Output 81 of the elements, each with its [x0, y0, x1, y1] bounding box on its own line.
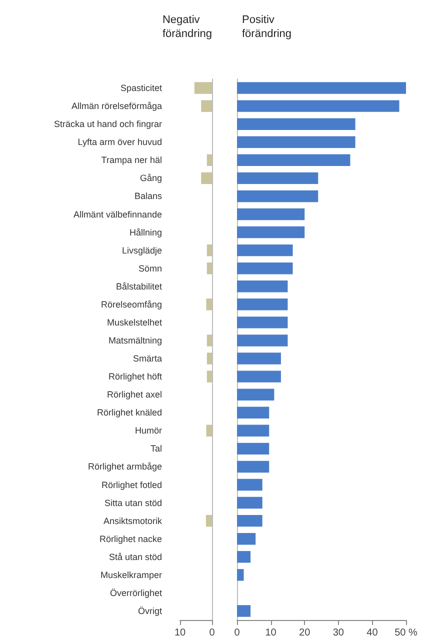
bar [237, 280, 288, 292]
y-tick-label: Smärta [132, 354, 162, 364]
bar [237, 190, 318, 202]
bar [237, 118, 356, 130]
bar [237, 424, 270, 437]
bar [206, 514, 212, 527]
bar [237, 154, 350, 166]
bar [194, 82, 212, 94]
bar [237, 352, 281, 364]
y-tick-label: Allmänt välbefinnande [73, 209, 162, 220]
bar [237, 388, 274, 400]
y-tick-label: Rörlighet armbåge [88, 462, 162, 472]
y-tick-label: Humör [134, 426, 162, 436]
bar [201, 172, 212, 184]
bar [237, 551, 251, 563]
bar [237, 370, 281, 382]
bar [237, 514, 262, 527]
bar [206, 424, 212, 437]
bar [206, 298, 212, 310]
x-tick-label: 10 [265, 628, 277, 638]
y-tick-label: Muskelkramper [100, 570, 162, 580]
bar [237, 172, 318, 184]
y-tick-label: Trampa ner häl [101, 155, 162, 166]
bar [237, 605, 251, 617]
y-tick-label: Ansiktsmotorik [103, 516, 162, 526]
bar [206, 352, 212, 364]
bar [237, 316, 288, 328]
bar [237, 244, 293, 256]
bar [237, 136, 356, 148]
y-tick-label: Överrörlighet [110, 588, 162, 598]
bar [206, 154, 212, 166]
y-tick-label: Matsmältning [108, 335, 162, 346]
y-tick-label: Rörlighet knäled [96, 408, 162, 418]
y-tick-label: Övrigt [138, 606, 162, 616]
bar [237, 478, 262, 491]
y-tick-label: Rörlighet axel [106, 390, 162, 400]
bar [237, 208, 305, 220]
bar [237, 262, 293, 274]
y-tick-label: Sitta utan stöd [104, 498, 162, 508]
bar [206, 334, 212, 346]
bar [237, 226, 305, 238]
y-tick-label: Lyfta arm över huvud [78, 137, 162, 148]
x-tick-label: 40 [366, 628, 378, 638]
bar [237, 406, 270, 418]
bar [201, 100, 212, 112]
y-tick-label: Tal [150, 444, 162, 454]
x-tick-label: 0 [209, 628, 216, 638]
bar [237, 496, 262, 509]
bar [237, 569, 244, 581]
y-tick-label: Rörlighet nacke [99, 534, 162, 544]
y-tick-label: Livsglädje [122, 245, 162, 256]
y-tick-label: Balans [134, 191, 162, 202]
x-tick-label: 0 [234, 628, 240, 638]
bar [237, 82, 406, 94]
x-tick-label: 10 [174, 628, 186, 638]
y-tick-label: Hållning [129, 227, 162, 238]
y-tick-label: Rörlighet höft [108, 372, 162, 382]
y-tick-label: Sömn [138, 263, 162, 274]
bar [206, 370, 212, 382]
y-tick-label: Rörlighet fotled [101, 480, 162, 490]
y-tick-label: Allmän rörelseförmåga [71, 101, 162, 112]
y-tick-label: Gång [140, 173, 162, 184]
x-tick-label: 30 [332, 628, 344, 638]
bar [237, 532, 256, 545]
y-tick-label: Stå utan stöd [108, 552, 162, 562]
chart-title: Positiv förändring [242, 14, 292, 40]
bar [237, 460, 270, 473]
y-tick-label: Muskelstelhet [106, 317, 162, 328]
bar [237, 334, 288, 346]
bar [237, 298, 288, 310]
y-tick-label: Rörelseomfång [100, 299, 162, 310]
bar [206, 244, 212, 256]
y-tick-label: Bålstabilitet [116, 281, 162, 292]
bar [206, 262, 212, 274]
y-tick-label: Sträcka ut hand och fingrar [54, 119, 162, 130]
bar [237, 100, 400, 112]
x-tick-label: 50 % [394, 628, 418, 638]
x-tick-label: 20 [299, 628, 311, 638]
y-tick-label: Spasticitet [120, 83, 162, 94]
bar [237, 442, 270, 455]
chart-title: Negativ förändring [162, 14, 212, 40]
